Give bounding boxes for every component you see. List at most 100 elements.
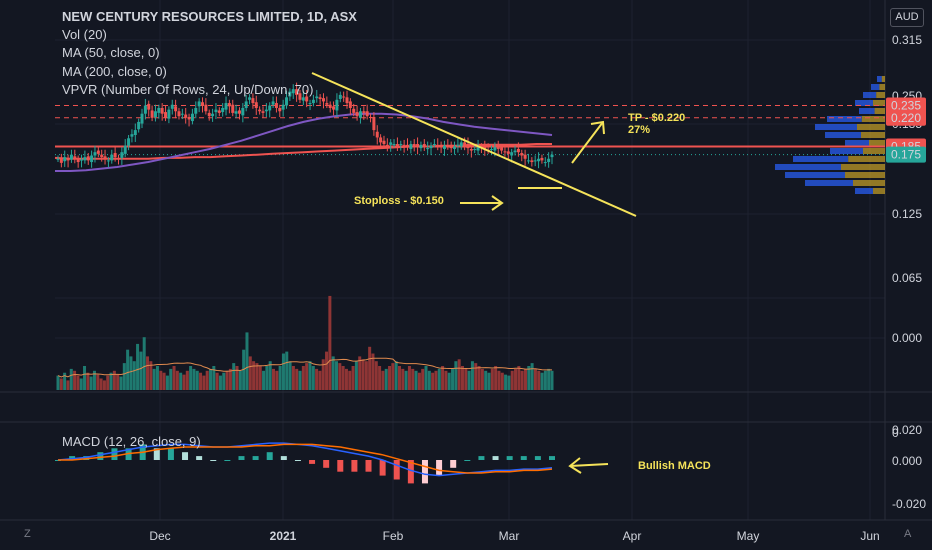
volume-bar bbox=[533, 368, 537, 390]
candle-body bbox=[328, 104, 332, 108]
indicator-ma50[interactable]: MA (50, close, 0) bbox=[62, 45, 160, 60]
volume-bar bbox=[305, 363, 309, 390]
candle-body bbox=[113, 153, 117, 158]
currency-badge[interactable]: AUD bbox=[890, 8, 924, 27]
indicator-vol[interactable]: Vol (20) bbox=[62, 27, 107, 42]
macd-histogram-bar bbox=[238, 456, 245, 460]
price-tick-label: 0.065 bbox=[892, 271, 922, 285]
volume-bar bbox=[228, 368, 232, 390]
volume-bar bbox=[451, 368, 455, 390]
candle-body bbox=[278, 107, 282, 112]
volume-bar bbox=[182, 374, 186, 390]
candle-body bbox=[80, 159, 84, 161]
indicator-ma200[interactable]: MA (200, close, 0) bbox=[62, 64, 167, 79]
macd-histogram-bar bbox=[506, 456, 513, 460]
volume-bar bbox=[328, 295, 332, 390]
indicator-vpvr[interactable]: VPVR (Number Of Rows, 24, Up/Down, 70) bbox=[62, 82, 314, 97]
volume-bar bbox=[504, 374, 508, 390]
candle-body bbox=[221, 107, 225, 113]
vpvr-down-bar bbox=[869, 140, 885, 146]
volume-profile bbox=[775, 76, 885, 194]
candle-body bbox=[402, 144, 406, 146]
volume-bar bbox=[56, 375, 60, 390]
candle-body bbox=[285, 97, 289, 106]
vpvr-up-bar bbox=[830, 148, 863, 154]
candle-body bbox=[150, 110, 154, 118]
volume-bar bbox=[192, 368, 196, 390]
time-axis[interactable]: Dec 2021 Feb Mar Apr May Jun bbox=[149, 529, 879, 543]
volume-bar bbox=[268, 361, 272, 390]
candle-body bbox=[385, 144, 389, 146]
volume-bar bbox=[152, 368, 156, 390]
macd-histogram-bar bbox=[492, 456, 499, 460]
volume-bar bbox=[96, 374, 100, 390]
volume-bar bbox=[407, 366, 411, 390]
volume-bar bbox=[76, 375, 80, 390]
volume-bar bbox=[427, 370, 431, 390]
volume-bar bbox=[69, 368, 73, 390]
volume-bar bbox=[341, 366, 345, 390]
auto-scale-icon[interactable]: A bbox=[904, 528, 912, 540]
candle-body bbox=[258, 109, 262, 112]
candle-body bbox=[217, 110, 221, 113]
macd-histogram-bar bbox=[337, 460, 344, 472]
volume-bar bbox=[212, 366, 216, 390]
vpvr-up-bar bbox=[825, 132, 861, 138]
tp-arrow-shaft bbox=[571, 121, 604, 164]
candle-body bbox=[345, 97, 349, 104]
volume-bar bbox=[467, 370, 471, 390]
candle-body bbox=[301, 97, 305, 101]
volume-bar bbox=[460, 366, 464, 390]
volume-bar bbox=[122, 363, 126, 390]
candle-body bbox=[305, 96, 309, 102]
volume-tick-label: 0 bbox=[892, 426, 899, 440]
chart-title: NEW CENTURY RESOURCES LIMITED, 1D, ASX bbox=[62, 9, 357, 24]
candle-body bbox=[311, 99, 315, 104]
vpvr-up-bar bbox=[863, 92, 877, 98]
candle-body bbox=[127, 138, 131, 146]
volume-bar bbox=[142, 337, 146, 390]
candle-body bbox=[157, 107, 161, 113]
vpvr-down-bar bbox=[873, 188, 885, 194]
candle-body bbox=[476, 146, 480, 151]
volume-bar bbox=[162, 372, 166, 390]
macd-histogram-bar bbox=[280, 456, 287, 460]
volume-bar bbox=[285, 351, 289, 390]
macd-histogram-bar bbox=[111, 448, 118, 460]
macd-title[interactable]: MACD (12, 26, close, 9) bbox=[62, 434, 201, 449]
volume-bar bbox=[527, 366, 531, 390]
volume-bar bbox=[265, 366, 269, 390]
candle-body bbox=[392, 144, 396, 146]
macd-histogram-bar bbox=[407, 460, 414, 484]
candle-body bbox=[419, 144, 423, 149]
zoom-icon[interactable]: Z bbox=[24, 528, 31, 540]
volume-bar bbox=[59, 378, 63, 390]
macd-tick-label: -0.020 bbox=[892, 497, 926, 511]
macd-pane bbox=[55, 442, 555, 484]
volume-bar bbox=[490, 368, 494, 390]
macd-histogram-bar bbox=[365, 460, 372, 472]
volume-bar bbox=[136, 343, 140, 390]
volume-bar bbox=[235, 366, 239, 390]
candle-body bbox=[483, 145, 487, 149]
macd-histogram-bar bbox=[323, 460, 330, 468]
candle-body bbox=[211, 113, 215, 117]
candle-body bbox=[268, 105, 272, 111]
volume-bar bbox=[132, 361, 136, 390]
candle-body bbox=[490, 148, 494, 150]
volume-bar bbox=[540, 372, 544, 390]
candle-body bbox=[120, 152, 124, 158]
volume-bar bbox=[361, 359, 365, 390]
volume-bar bbox=[189, 366, 193, 390]
macd-arrow-head bbox=[568, 457, 582, 474]
volume-bar bbox=[225, 370, 229, 390]
candle-body bbox=[184, 114, 188, 118]
candle-body bbox=[399, 144, 403, 146]
volume-bar bbox=[66, 380, 70, 390]
candle-body bbox=[69, 154, 73, 160]
candle-body bbox=[261, 111, 265, 113]
volume-bar bbox=[195, 370, 199, 390]
macd-histogram-bar bbox=[210, 460, 217, 461]
candle-body bbox=[83, 157, 87, 161]
